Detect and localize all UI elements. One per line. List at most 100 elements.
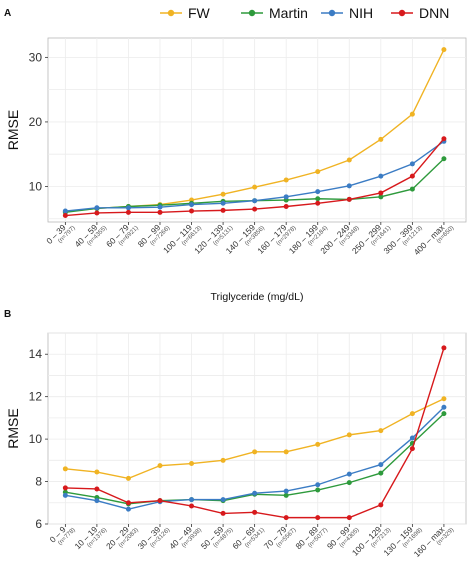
data-point-nih-b <box>125 506 131 512</box>
data-point-dnn-a <box>94 210 100 216</box>
data-point-fw-a <box>346 157 352 163</box>
data-point-martin-a <box>378 194 384 200</box>
data-point-dnn-b <box>441 345 447 351</box>
data-point-martin-b <box>315 487 321 493</box>
data-point-nih-a <box>125 205 131 211</box>
data-point-fw-a <box>409 111 415 117</box>
data-point-martin-a <box>409 186 415 192</box>
data-point-dnn-b <box>94 486 100 492</box>
data-point-dnn-a <box>220 207 226 213</box>
panel-b-label: B <box>4 309 11 320</box>
data-point-dnn-a <box>346 196 352 202</box>
data-point-dnn-a <box>409 173 415 179</box>
y-tick-label-b: 14 <box>29 347 43 361</box>
legend-marker-martin <box>248 9 256 17</box>
data-point-fw-b <box>62 466 68 472</box>
data-point-martin-b <box>346 480 352 486</box>
data-point-martin-b <box>378 470 384 476</box>
data-point-nih-b <box>378 462 384 468</box>
data-point-dnn-a <box>315 200 321 206</box>
data-point-fw-b <box>157 463 163 469</box>
data-point-dnn-b <box>346 515 352 521</box>
legend-marker-fw <box>167 9 175 17</box>
data-point-nih-a <box>252 198 258 204</box>
y-axis-title-a: RMSE <box>5 110 21 150</box>
data-point-martin-a <box>315 196 321 202</box>
data-point-nih-a <box>220 200 226 206</box>
data-point-dnn-b <box>125 500 131 506</box>
data-point-dnn-b <box>189 503 195 509</box>
y-tick-label-b: 6 <box>35 517 42 531</box>
data-point-nih-a <box>315 189 321 195</box>
data-point-fw-a <box>315 169 321 175</box>
legend-label-martin: Martin <box>269 5 308 21</box>
data-point-dnn-a <box>252 206 258 212</box>
x-axis-title-a: Triglyceride (mg/dL) <box>211 291 304 303</box>
data-point-martin-a <box>441 156 447 162</box>
y-tick-label-b: 12 <box>29 390 43 404</box>
data-point-nih-a <box>409 161 415 167</box>
plot-area-b <box>47 332 467 525</box>
data-point-dnn-a <box>157 209 163 215</box>
data-point-dnn-b <box>157 498 163 504</box>
y-tick-label-a: 30 <box>29 50 43 64</box>
data-point-fw-a <box>220 191 226 197</box>
data-point-dnn-b <box>252 509 258 515</box>
data-point-dnn-a <box>378 190 384 196</box>
y-tick-label-b: 8 <box>35 475 42 489</box>
legend-label-dnn: DNN <box>419 5 449 21</box>
data-point-fw-b <box>125 475 131 481</box>
data-point-dnn-a <box>125 209 131 215</box>
data-point-fw-b <box>346 432 352 438</box>
data-point-nih-b <box>220 497 226 503</box>
data-point-fw-a <box>252 184 258 190</box>
data-point-nih-b <box>346 471 352 477</box>
data-point-nih-a <box>157 204 163 210</box>
data-point-nih-b <box>315 482 321 488</box>
data-point-nih-b <box>409 435 415 441</box>
legend-marker-dnn <box>398 9 406 17</box>
data-point-nih-a <box>346 183 352 189</box>
data-point-fw-b <box>189 461 195 467</box>
data-point-dnn-b <box>220 510 226 516</box>
data-point-nih-b <box>94 498 100 504</box>
data-point-nih-a <box>94 205 100 211</box>
data-point-martin-b <box>283 492 289 498</box>
plot-area-a <box>47 37 467 223</box>
legend-label-nih: NIH <box>349 5 373 21</box>
data-point-dnn-a <box>283 204 289 210</box>
data-point-nih-a <box>189 202 195 208</box>
data-point-fw-b <box>94 469 100 475</box>
data-point-fw-b <box>441 396 447 402</box>
data-point-fw-b <box>315 441 321 447</box>
data-point-martin-b <box>441 411 447 417</box>
data-point-dnn-b <box>283 515 289 521</box>
data-point-nih-a <box>283 194 289 200</box>
data-point-dnn-b <box>315 515 321 521</box>
data-point-dnn-b <box>62 485 68 491</box>
data-point-dnn-b <box>378 502 384 508</box>
data-point-dnn-a <box>189 208 195 214</box>
data-point-nih-b <box>283 488 289 494</box>
data-point-fw-a <box>283 177 289 183</box>
data-point-fw-b <box>409 411 415 417</box>
legend: FW Martin NIH DNN <box>160 5 449 21</box>
data-point-nih-b <box>252 490 258 496</box>
data-point-fw-a <box>441 47 447 53</box>
y-tick-label-a: 10 <box>29 179 43 193</box>
y-tick-label-b: 10 <box>29 432 43 446</box>
data-point-dnn-a <box>441 136 447 142</box>
legend-marker-nih <box>328 9 336 17</box>
data-point-fw-a <box>378 136 384 142</box>
panel-a-label: A <box>4 8 11 19</box>
data-point-fw-b <box>220 457 226 463</box>
data-point-dnn-b <box>409 446 415 452</box>
data-point-nih-a <box>62 208 68 214</box>
legend-label-fw: FW <box>188 5 211 21</box>
y-axis-title-b: RMSE <box>5 408 21 448</box>
data-point-nih-b <box>62 492 68 498</box>
